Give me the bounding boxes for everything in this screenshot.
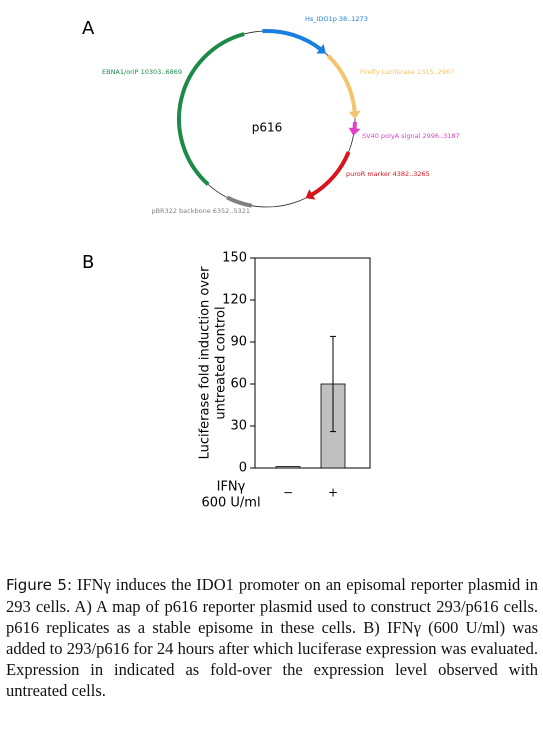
plasmid-map: Hs_IDO1p 38..1273 Firefly Luciferase 1315… bbox=[102, 15, 460, 215]
panel-label: B bbox=[82, 252, 94, 273]
feature-arc bbox=[177, 32, 245, 186]
y-tick-label: 60 bbox=[230, 377, 247, 392]
feature-label: Firefly Luciferase 1315..2967 bbox=[360, 68, 454, 76]
x-axis-label: 600 U/ml bbox=[201, 496, 260, 511]
x-axis-label: IFNγ bbox=[217, 480, 246, 495]
plot-frame bbox=[254, 257, 371, 469]
panel-label: A bbox=[82, 18, 95, 39]
feature-arrow bbox=[316, 43, 326, 54]
feature-label: SV40 polyA signal 2996..3187 bbox=[362, 132, 460, 140]
y-tick-label: 0 bbox=[239, 461, 247, 476]
feature-arc bbox=[262, 29, 323, 52]
figure: A p616 B Hs_IDO1p 38..1273 Firefly Lucife… bbox=[82, 15, 460, 511]
x-tick-label: + bbox=[328, 486, 338, 500]
feature-label: EBNA1/oriP 10303..6869 bbox=[102, 68, 182, 76]
caption: Figure 5: IFNγ induces the IDO1 promoter… bbox=[6, 574, 538, 701]
plasmid-name: p616 bbox=[252, 121, 283, 135]
y-axis-label: Luciferase fold induction over bbox=[198, 266, 213, 459]
y-tick-label: 150 bbox=[222, 251, 247, 266]
y-axis-label: untreated control bbox=[214, 306, 229, 419]
feature-arc bbox=[226, 195, 253, 208]
feature-arrow bbox=[305, 189, 316, 200]
caption-text: IFNγ induces the IDO1 promoter on an epi… bbox=[6, 575, 539, 700]
feature-label: pBR322 backbone 6352..5321 bbox=[151, 207, 250, 215]
feature-arc bbox=[309, 151, 351, 197]
feature-label: Hs_IDO1p 38..1273 bbox=[305, 15, 368, 23]
feature-arrow bbox=[348, 127, 361, 136]
bar-chart: 0 30 60 90 120 150 Luciferase fold induction o… bbox=[198, 251, 371, 511]
y-tick-label: 120 bbox=[222, 293, 247, 308]
y-tick-label: 30 bbox=[230, 419, 247, 434]
feature-arc bbox=[326, 54, 357, 114]
feature-arrow bbox=[348, 110, 361, 119]
y-tick-label: 90 bbox=[230, 335, 247, 350]
x-tick-label: − bbox=[283, 486, 293, 500]
bar bbox=[275, 466, 301, 469]
caption-label: Figure 5: bbox=[6, 576, 72, 594]
feature-label: puroR marker 4382..3265 bbox=[346, 170, 430, 178]
